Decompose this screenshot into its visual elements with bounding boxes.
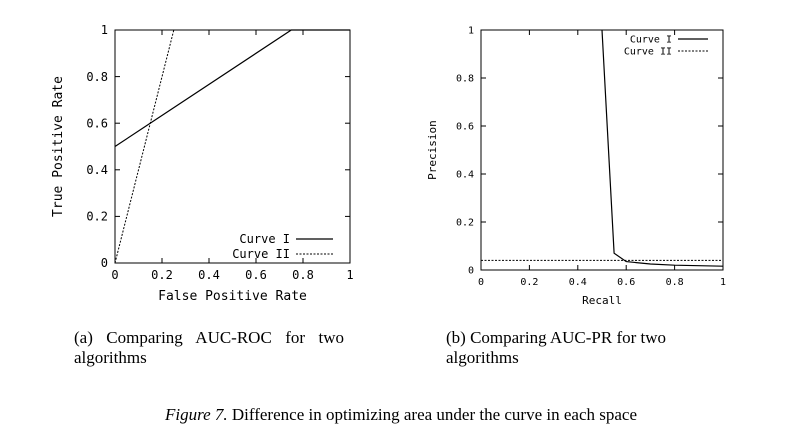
legend-label: Curve II xyxy=(232,247,290,261)
y-tick-label: 0.2 xyxy=(456,218,474,229)
x-tick-label: 0.6 xyxy=(245,268,267,282)
plot-frame xyxy=(480,29,724,271)
y-tick-label: 0.4 xyxy=(86,163,108,177)
x-tick-label: 0 xyxy=(111,268,118,282)
x-axis-label: False Positive Rate xyxy=(158,289,307,304)
y-axis-label: Precision xyxy=(426,120,439,180)
y-tick-label: 1 xyxy=(468,26,474,37)
x-tick-label: 1 xyxy=(720,277,726,288)
figure-caption: Figure 7. Difference in optimizing area … xyxy=(0,405,802,425)
x-tick-label: 0.2 xyxy=(520,277,538,288)
series-line-curve-i xyxy=(114,29,350,148)
figure-caption-text: Difference in optimizing area under the … xyxy=(227,405,638,424)
y-tick-label: 0.4 xyxy=(456,170,474,181)
series-line-curve-i xyxy=(601,29,724,267)
x-tick-label: 0.8 xyxy=(666,277,684,288)
chart-roc: 0 0.2 0.4 0.6 0.8 1 0 0.2 0.4 0.6 0.8 1 False Positi… xyxy=(51,23,354,304)
y-tick-label: 0.8 xyxy=(456,74,474,85)
x-tick-label: 0.8 xyxy=(292,268,314,282)
caption-b: (b) Comparing AUC-PR for two algorithms xyxy=(446,328,667,367)
caption-a: (a) Comparing AUC-ROC for two algorithms xyxy=(74,328,344,367)
y-tick-label: 0.2 xyxy=(86,210,108,224)
y-tick-label: 0.8 xyxy=(86,70,108,84)
x-tick-label: 0.2 xyxy=(151,268,173,282)
y-tick-label: 0 xyxy=(101,256,108,270)
y-tick-label: 1 xyxy=(101,23,108,37)
x-tick-label: 0.4 xyxy=(198,268,220,282)
y-tick-label: 0 xyxy=(468,266,474,277)
x-tick-label: 0 xyxy=(478,277,484,288)
x-tick-label: 1 xyxy=(346,268,353,282)
legend-label: Curve I xyxy=(630,35,672,46)
x-tick-label: 0.6 xyxy=(617,277,635,288)
figure-caption-label: Figure 7. xyxy=(164,405,228,424)
plot-frame xyxy=(114,29,351,264)
legend-label: Curve I xyxy=(239,232,290,246)
y-tick-label: 0.6 xyxy=(86,116,108,130)
y-axis-label: True Positive Rate xyxy=(51,76,66,217)
series-line-curve-ii xyxy=(114,29,350,264)
x-tick-label: 0.4 xyxy=(569,277,587,288)
chart-pr: 0 0.2 0.4 0.6 0.8 1 0 0.2 0.4 0.6 0.8 1 Recall Precis… xyxy=(426,26,726,308)
figure: 0 0.2 0.4 0.6 0.8 1 0 0.2 0.4 0.6 0.8 1 False Positi… xyxy=(51,23,726,308)
y-tick-label: 0.6 xyxy=(456,122,474,133)
legend-label: Curve II xyxy=(624,47,672,58)
x-axis-label: Recall xyxy=(582,294,622,307)
